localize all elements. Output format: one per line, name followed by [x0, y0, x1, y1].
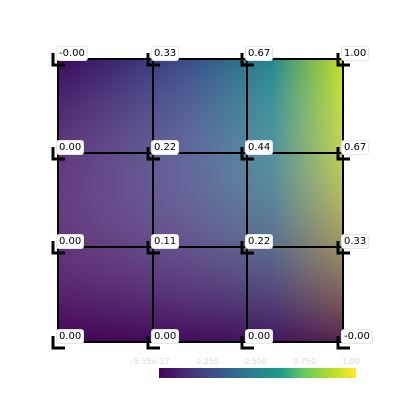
- colorbar-gradient: [159, 368, 356, 378]
- node-value-label: 0.11: [151, 234, 180, 249]
- colorbar-tick-label: 1.00: [342, 357, 360, 366]
- colorbar-tick-label: 0.250: [196, 357, 219, 366]
- node-marker: [146, 147, 160, 161]
- colorbar-tick-label: 0.500: [244, 357, 267, 366]
- node-marker: [336, 336, 350, 350]
- node-value-label: 0.33: [341, 234, 370, 249]
- mesh-grid-lines: [57, 58, 344, 343]
- field-surface: [58, 59, 343, 342]
- node-value-label: 0.00: [56, 329, 85, 344]
- node-value-label: 1.00: [341, 46, 370, 61]
- node-marker: [240, 53, 254, 67]
- node-value-label: 0.22: [151, 140, 180, 155]
- node-markers: [51, 53, 350, 350]
- node-marker: [51, 241, 65, 255]
- node-value-label: 0.00: [151, 329, 180, 344]
- node-marker: [336, 147, 350, 161]
- node-marker: [51, 336, 65, 350]
- node-value-label: 0.33: [151, 46, 180, 61]
- node-value-label: -0.00: [341, 329, 373, 344]
- node-value-label: 0.00: [56, 234, 85, 249]
- node-marker: [146, 53, 160, 67]
- node-marker: [240, 241, 254, 255]
- node-marker: [51, 147, 65, 161]
- node-marker: [240, 147, 254, 161]
- node-marker: [51, 53, 65, 67]
- node-marker: [240, 336, 254, 350]
- node-value-label: 0.00: [56, 140, 85, 155]
- node-value-label: 0.44: [245, 140, 274, 155]
- node-marker: [146, 241, 160, 255]
- node-value-label: -0.00: [56, 46, 88, 61]
- node-marker: [336, 241, 350, 255]
- node-value-label: 0.67: [245, 46, 274, 61]
- node-value-label: 0.67: [341, 140, 370, 155]
- node-value-label: 0.00: [245, 329, 274, 344]
- node-marker: [336, 53, 350, 67]
- node-value-label: 0.22: [245, 234, 274, 249]
- colorbar-tick-label: -5.55e-17: [131, 357, 170, 366]
- node-marker: [146, 336, 160, 350]
- colorbar-tick-label: 0.750: [293, 357, 316, 366]
